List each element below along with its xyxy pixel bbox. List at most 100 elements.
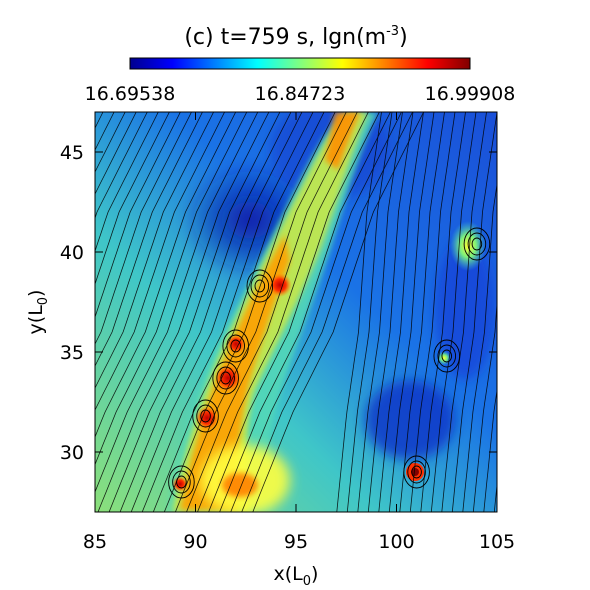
island-contour [230,339,241,353]
field-line [526,112,571,512]
x-tick-label: 105 [479,531,515,553]
x-axis-label: x(L0) [274,563,319,589]
colorbar-tick-mid: 16.84723 [255,83,346,105]
y-tick-label: 30 [60,442,84,464]
field-line [197,112,369,512]
island-contour [212,361,239,395]
field-line [557,112,590,512]
island-contour [216,366,235,390]
island-contour [220,371,231,385]
field-line [95,112,181,319]
field-line [578,112,590,512]
y-axis-ticks: 30 35 40 45 [60,142,497,464]
field-line [119,112,292,512]
island-contour [226,334,245,358]
field-line [95,112,259,494]
field-line [219,112,391,512]
y-tick-label: 45 [60,142,84,164]
colorbar-tick-max: 16.99908 [425,83,516,105]
field-line [241,112,413,512]
field-line [409,112,456,512]
field-line [252,112,424,512]
island-contour [176,475,187,489]
island-contour [246,269,274,303]
y-tick-label: 40 [60,242,84,264]
field-line [536,112,581,512]
x-tick-label: 95 [284,531,308,553]
field-line [95,112,192,345]
colorbar [129,57,471,70]
field-line [472,299,497,512]
field-line [163,112,336,512]
field-line [95,112,137,195]
density-field [0,112,590,512]
field-line [378,112,424,512]
island-contour [403,455,430,489]
x-tick-label: 90 [183,531,207,553]
island-contour [192,399,219,433]
field-line [483,387,497,512]
island-contour [437,344,457,368]
field-line [95,112,203,367]
island-contour [441,349,453,363]
field-line [0,112,4,512]
island-contour [467,232,487,256]
field-line [441,112,487,512]
island-contour [200,409,211,423]
field-line [97,112,270,512]
field-line [108,112,281,512]
field-line [95,112,225,411]
island-contour [172,470,191,494]
field-line [141,112,314,512]
island-contour [254,279,266,293]
field-line [0,112,26,512]
field-line [152,112,325,512]
field-line [367,112,414,512]
island-contour [463,227,491,261]
field-line [95,112,148,220]
y-tick-label: 35 [60,342,84,364]
island-contour [168,465,195,499]
field-line [95,112,237,439]
field-line [95,112,248,466]
y-axis-label: y(L0) [25,290,51,335]
field-lines [0,112,590,512]
field-line [568,112,590,512]
field-line [95,112,104,129]
chart-title: (c) t=759 s, lgn(m-3) [184,24,407,50]
field-line [388,112,435,512]
field-line [493,481,497,512]
island-contour [222,329,249,363]
field-line [130,112,303,512]
field-line [208,112,380,512]
magnetic-islands [168,227,491,499]
field-line [95,112,159,253]
field-line [336,112,382,512]
field-line [451,112,497,512]
field-line [462,181,497,512]
field-line [95,112,214,389]
field-line [175,112,347,512]
field-line [346,112,393,512]
island-contour [471,237,483,251]
island-contour [407,460,426,484]
island-contour [411,465,422,479]
field-line [95,112,170,286]
field-line [230,112,402,512]
field-line [357,112,403,512]
x-tick-label: 85 [83,531,107,553]
field-line [186,112,358,512]
island-contour [433,339,461,373]
field-line [399,112,445,512]
colorbar-tick-min: 16.69538 [85,83,176,105]
field-line [505,112,550,512]
x-tick-label: 100 [378,531,414,553]
x-axis-ticks: 85 90 95 100 105 [83,112,515,553]
field-line [547,112,590,512]
field-line [0,112,15,512]
island-contour [250,274,270,298]
field-line [515,112,560,512]
field-line [420,112,466,512]
island-contour [196,404,215,428]
